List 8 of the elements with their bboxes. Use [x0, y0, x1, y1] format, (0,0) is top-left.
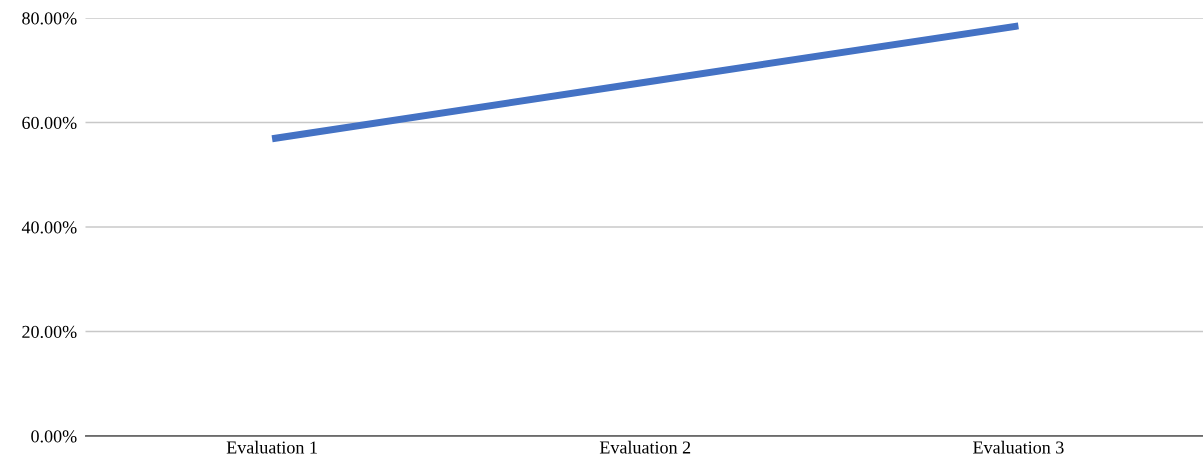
- x-tick-label: Evaluation 3: [973, 440, 1064, 454]
- x-tick-label: Evaluation 2: [599, 440, 691, 454]
- y-tick-label: 80.00%: [22, 12, 77, 25]
- y-tick-label: 60.00%: [22, 116, 77, 130]
- y-tick-label: 20.00%: [22, 325, 77, 339]
- x-tick-label: Evaluation 1: [226, 440, 317, 454]
- y-tick-label: 40.00%: [21, 221, 77, 234]
- y-tick-label: 0.00%: [31, 430, 77, 443]
